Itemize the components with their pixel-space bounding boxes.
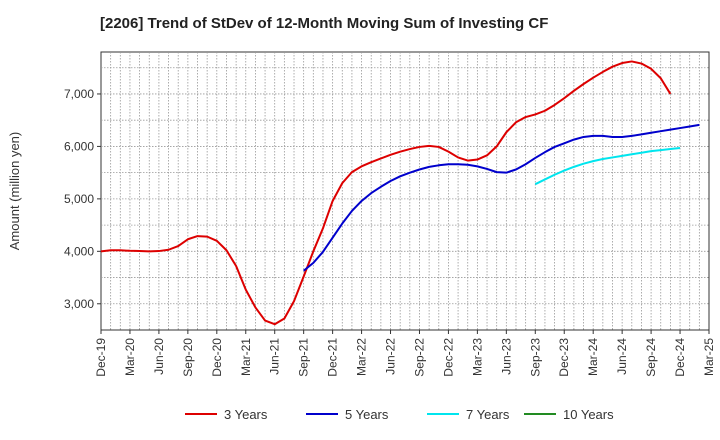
x-tick-label: Dec-24 <box>673 338 687 377</box>
chart-title: [2206] Trend of StDev of 12-Month Moving… <box>100 15 548 32</box>
y-axis-label: Amount (million yen) <box>7 132 22 251</box>
grid-lines <box>101 52 709 330</box>
x-tick-label: Mar-21 <box>239 338 253 376</box>
series-line-5-years <box>303 123 700 272</box>
series-line-3-years <box>100 60 672 326</box>
x-tick-label: Jun-23 <box>499 338 513 375</box>
legend-label: 3 Years <box>224 407 268 422</box>
legend-label: 5 Years <box>345 407 389 422</box>
y-tick-label: 7,000 <box>64 87 94 101</box>
y-tick-label: 4,000 <box>64 244 94 258</box>
x-tick-label: Jun-21 <box>268 338 282 375</box>
legend-label: 7 Years <box>466 407 510 422</box>
x-tick-label: Dec-22 <box>441 338 455 377</box>
x-tick-label: Jun-24 <box>615 338 629 375</box>
x-tick-label: Jun-20 <box>152 338 166 375</box>
y-tick-label: 6,000 <box>64 139 94 153</box>
x-tick-label: Sep-20 <box>181 338 195 377</box>
x-tick-label: Mar-25 <box>702 338 716 376</box>
x-tick-label: Sep-23 <box>528 338 542 377</box>
x-tick-label: Mar-20 <box>123 338 137 376</box>
x-tick-label: Sep-24 <box>644 338 658 377</box>
y-axis: 3,000 4,000 5,000 6,000 7,000 <box>64 87 101 311</box>
x-tick-label: Mar-24 <box>586 338 600 376</box>
series-layer <box>100 60 700 326</box>
y-tick-label: 5,000 <box>64 192 94 206</box>
x-tick-label: Sep-22 <box>412 338 426 377</box>
x-tick-label: Dec-21 <box>326 338 340 377</box>
x-tick-label: Mar-22 <box>355 338 369 376</box>
plot-area <box>100 51 710 331</box>
x-tick-label: Dec-20 <box>210 338 224 377</box>
x-tick-label: Jun-22 <box>384 338 398 375</box>
plot-frame <box>100 51 710 331</box>
x-axis: Dec-19 Mar-20 Jun-20 Sep-20 Dec-20 Mar-21 Jun-… <box>94 330 716 377</box>
x-tick-label: Mar-23 <box>470 338 484 376</box>
x-tick-label: Dec-23 <box>557 338 571 377</box>
legend: 3 Years 5 Years 7 Years 10 Years <box>185 407 614 422</box>
x-tick-label: Sep-21 <box>297 338 311 377</box>
x-tick-label: Dec-19 <box>94 338 108 377</box>
legend-label: 10 Years <box>563 407 614 422</box>
series-line-7-years <box>534 146 681 186</box>
y-tick-label: 3,000 <box>64 297 94 311</box>
